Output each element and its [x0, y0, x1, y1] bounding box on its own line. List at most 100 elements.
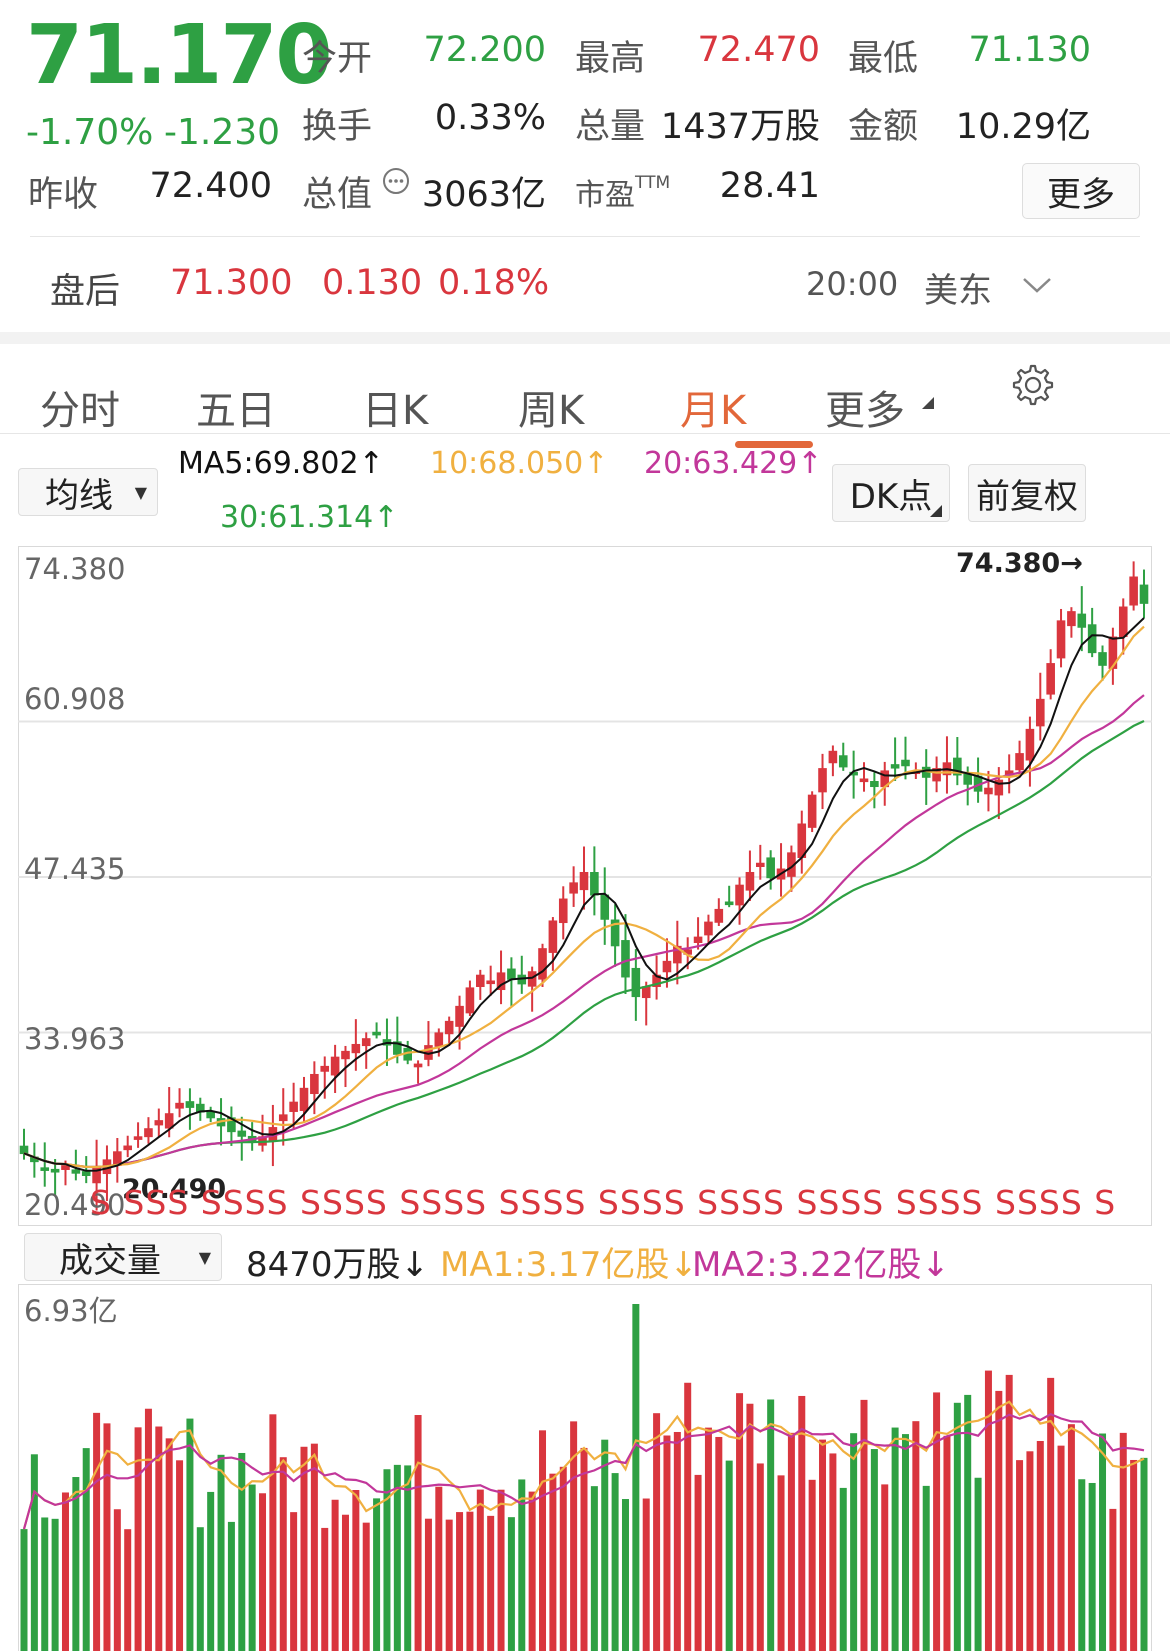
volume-bar: [736, 1393, 744, 1651]
candle-body: [953, 757, 962, 776]
volume-bar: [621, 1499, 629, 1651]
volume-current: 8470万股↓: [246, 1245, 430, 1285]
tab-monthly-k[interactable]: 月K: [680, 388, 747, 434]
candle-body: [444, 1020, 454, 1035]
volume-bar: [176, 1460, 184, 1651]
pe-label: 市盈TTM: [575, 173, 671, 213]
volume-bar: [725, 1460, 733, 1651]
volume-bar: [984, 1370, 992, 1651]
volume-bar: [860, 1399, 868, 1651]
volume-bar: [953, 1402, 961, 1651]
candle-body: [1108, 636, 1118, 669]
candle-body: [175, 1102, 184, 1109]
high-value: 72.470: [697, 30, 820, 70]
candle-body: [61, 1165, 70, 1170]
y-tick-3: 47.435: [24, 852, 126, 886]
settings-gear-icon[interactable]: [1008, 362, 1054, 408]
candle-body: [507, 968, 516, 980]
candlestick-chart[interactable]: [18, 546, 1152, 1226]
volume-bar: [974, 1477, 982, 1651]
volume-select[interactable]: 成交量 ▼: [24, 1233, 222, 1281]
volume-chart-frame: [18, 1284, 1152, 1651]
volume-bar: [1130, 1459, 1138, 1651]
candle-body: [1015, 753, 1024, 771]
volume-bar: [1119, 1432, 1127, 1651]
candle-body: [590, 872, 599, 896]
volume-bar: [383, 1469, 391, 1651]
more-quote-button[interactable]: 更多: [1022, 163, 1140, 219]
tab-more[interactable]: 更多: [825, 388, 905, 434]
volume-bar: [269, 1414, 277, 1651]
volume-bar: [632, 1304, 640, 1651]
turnover-value: 0.33%: [434, 98, 546, 138]
tab-five-day[interactable]: 五日: [196, 388, 276, 434]
corner-triangle-icon: [930, 502, 942, 517]
candle-body: [621, 940, 630, 978]
candle-body: [206, 1111, 215, 1119]
ma-select-label: 均线: [45, 475, 113, 516]
ma20-value: 20:63.429↑: [644, 446, 823, 481]
dk-point-button[interactable]: DK点: [832, 464, 950, 522]
volume-bar: [881, 1484, 889, 1651]
candle-body: [631, 967, 641, 998]
volume-bar: [570, 1421, 578, 1651]
volume-bar: [248, 1484, 256, 1651]
volume-bar: [1016, 1460, 1024, 1651]
volume-bar: [601, 1439, 609, 1651]
candle-body: [123, 1145, 133, 1151]
volume-bar: [507, 1517, 515, 1651]
volume-bar: [279, 1457, 287, 1651]
volume-bar: [1067, 1424, 1075, 1651]
volume-bar: [1047, 1377, 1055, 1651]
candle-body: [413, 1063, 423, 1068]
volume-bar: [756, 1463, 764, 1651]
last-price: 71.170: [26, 8, 332, 103]
y-tick-2: 60.908: [24, 682, 126, 716]
volume-select-label: 成交量: [59, 1240, 161, 1281]
tab-weekly-k[interactable]: 周K: [518, 388, 585, 434]
volume-bar: [922, 1485, 930, 1651]
volume-bar: [456, 1512, 464, 1651]
forward-adjust-label: 前复权: [976, 476, 1078, 517]
volume-bar: [684, 1382, 692, 1651]
volume-bar-chart[interactable]: [18, 1284, 1152, 1651]
after-hours-change: 0.130: [322, 263, 423, 303]
change-amount: -1.230: [164, 112, 281, 153]
amount-label: 金额: [848, 107, 919, 147]
volume-bar: [72, 1477, 80, 1651]
volume-bar: [259, 1493, 267, 1651]
volume-bar: [642, 1498, 650, 1651]
more-info-icon[interactable]: [381, 166, 411, 196]
candle-body: [984, 787, 993, 795]
volume-bar: [310, 1443, 318, 1651]
candle-body: [1067, 611, 1076, 627]
volume-bar: [767, 1399, 775, 1651]
volume-bar: [186, 1418, 194, 1651]
volume-bar: [777, 1475, 785, 1651]
volume-bar: [196, 1527, 204, 1651]
volume-bar: [653, 1413, 661, 1651]
volume-bar: [528, 1491, 536, 1651]
chevron-down-icon[interactable]: [1020, 270, 1054, 300]
volume-bar: [93, 1412, 101, 1651]
volume-bar: [746, 1403, 754, 1651]
amount-value: 10.29亿: [955, 107, 1091, 147]
volume-bar: [134, 1427, 142, 1651]
volume-bar: [41, 1517, 49, 1651]
candle-body: [548, 920, 558, 953]
volume-bar: [435, 1486, 443, 1651]
volume-ma2: MA2:3.22亿股↓: [692, 1245, 950, 1285]
candle-body: [1035, 698, 1045, 727]
candle-body: [299, 1087, 309, 1111]
candle-body: [154, 1120, 164, 1126]
tab-intraday[interactable]: 分时: [40, 388, 120, 434]
tab-daily-k[interactable]: 日K: [362, 388, 429, 434]
volume-bar: [30, 1454, 38, 1651]
ma-select[interactable]: 均线 ▼: [18, 468, 158, 516]
forward-adjust-button[interactable]: 前复权: [968, 464, 1086, 522]
low-value: 71.130: [968, 30, 1091, 70]
prev-close-label: 昨收: [28, 175, 99, 215]
after-hours-price: 71.300: [170, 263, 293, 303]
volume-bar: [559, 1466, 567, 1651]
